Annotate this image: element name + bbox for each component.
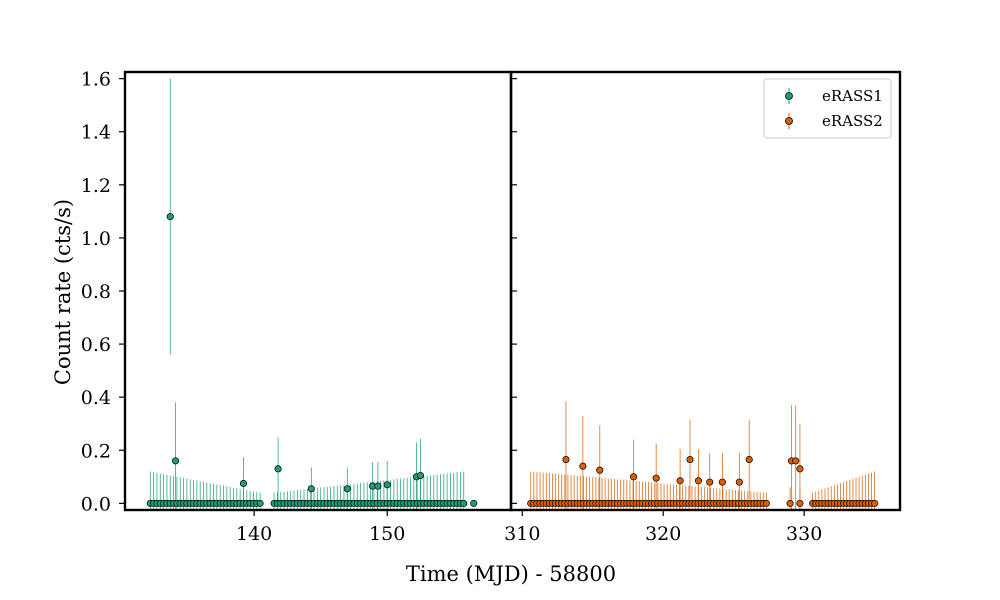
data-point xyxy=(383,481,391,489)
y-tick-label: 0.4 xyxy=(81,387,111,409)
data-point xyxy=(718,478,726,486)
y-axis-title: Count rate (cts/s) xyxy=(51,199,75,385)
data-point xyxy=(596,466,604,474)
legend-erass1-marker xyxy=(785,92,793,100)
legend-erass2-label: eRASS2 xyxy=(822,112,883,130)
data-point xyxy=(460,499,468,507)
x-tick-label: 150 xyxy=(369,523,405,545)
data-point xyxy=(686,456,694,464)
data-point xyxy=(762,499,770,507)
y-tick-label: 1.2 xyxy=(81,175,111,197)
data-point xyxy=(172,457,180,465)
data-point xyxy=(630,473,638,481)
legend: eRASS1 eRASS2 xyxy=(763,78,892,139)
data-point xyxy=(256,499,264,507)
data-point xyxy=(239,479,248,488)
x-tick-label: 140 xyxy=(236,523,272,545)
y-tick-label: 0.6 xyxy=(81,334,111,356)
y-tick-label: 0.8 xyxy=(81,281,111,303)
legend-erass1-label: eRASS1 xyxy=(822,87,883,105)
data-point xyxy=(676,477,684,485)
data-point xyxy=(166,213,174,221)
series-erass2 xyxy=(527,401,879,510)
x-tick-label: 320 xyxy=(645,523,681,545)
y-tick-label: 0.2 xyxy=(81,440,111,462)
data-point xyxy=(792,457,800,465)
series-erass1 xyxy=(146,78,478,510)
data-point xyxy=(786,499,794,507)
y-tick-label: 0.0 xyxy=(81,493,111,515)
data-point xyxy=(796,465,804,473)
y-tick-label: 1.6 xyxy=(81,69,111,91)
panel-frame xyxy=(123,70,513,512)
data-point xyxy=(307,485,315,493)
y-tick-label: 1.0 xyxy=(81,228,111,250)
data-point xyxy=(694,477,703,485)
data-point xyxy=(343,485,351,493)
data-point xyxy=(374,482,382,490)
panel-erass1: 140 150 xyxy=(123,70,513,545)
panel-erass2: 310 320 330 xyxy=(504,70,902,545)
data-point xyxy=(871,499,879,507)
data-point xyxy=(706,478,714,486)
legend-erass2-marker xyxy=(785,117,793,125)
data-point xyxy=(735,478,743,486)
data-point xyxy=(470,499,478,507)
data-point xyxy=(579,462,587,470)
data-point xyxy=(562,456,570,464)
data-point xyxy=(745,456,753,464)
data-point xyxy=(416,471,425,480)
data-point xyxy=(796,499,804,507)
legend-frame xyxy=(763,78,892,139)
x-tick-label: 330 xyxy=(786,523,822,545)
y-axis: 0.0 0.2 0.4 0.6 0.8 1.0 1.2 1.4 1.6 xyxy=(81,69,517,515)
x-tick-label: 310 xyxy=(504,523,540,545)
data-point xyxy=(274,465,282,473)
y-tick-label: 1.4 xyxy=(81,122,111,144)
data-point xyxy=(652,474,660,482)
x-axis-title: Time (MJD) - 58800 xyxy=(406,562,616,586)
